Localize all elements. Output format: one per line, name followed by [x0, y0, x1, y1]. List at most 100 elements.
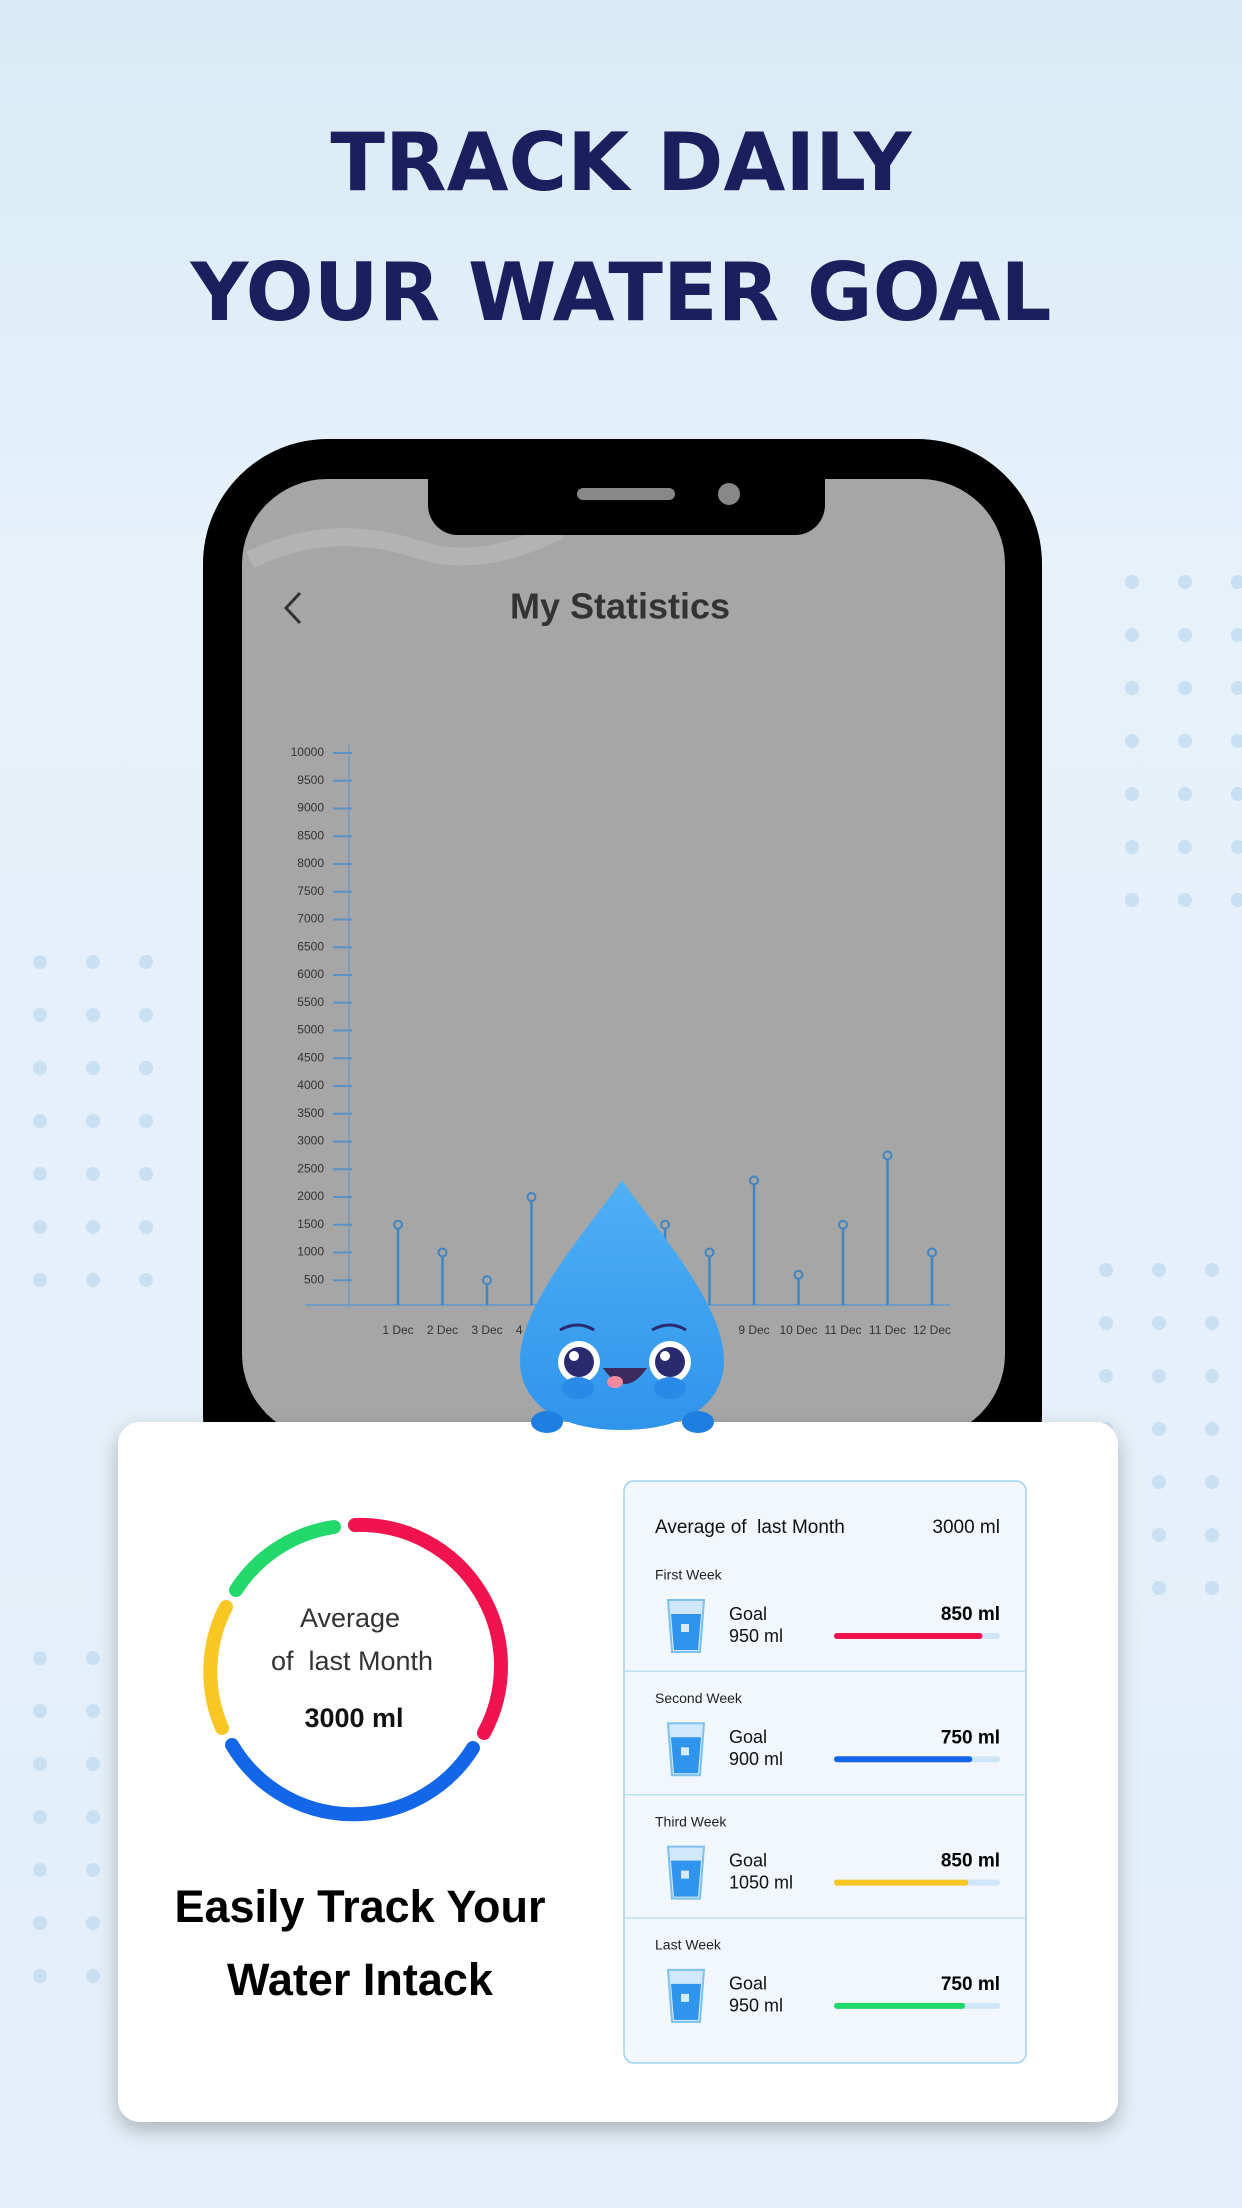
week-value: 850 ml — [941, 1604, 1000, 1625]
y-tick-label: 9000 — [297, 801, 324, 815]
headline: TRACK DAILY — [330, 116, 912, 209]
dot — [1178, 893, 1192, 907]
dot — [33, 1810, 47, 1824]
stem-head — [482, 1275, 492, 1286]
dot — [1099, 1316, 1113, 1330]
y-tick-label: 4500 — [297, 1050, 324, 1064]
stem-head — [660, 1219, 670, 1230]
goal-value: 950 ml — [729, 1996, 783, 2016]
dot — [1125, 681, 1139, 695]
stem-head — [393, 1219, 403, 1230]
dot — [1231, 840, 1242, 854]
stem-head — [793, 1269, 804, 1280]
dot — [86, 1757, 100, 1771]
dot — [33, 1757, 47, 1771]
dot — [1099, 1263, 1113, 1277]
dot — [1152, 1369, 1166, 1383]
ring-label: of last Month — [271, 1646, 433, 1676]
speaker — [577, 488, 675, 500]
week-title: First Week — [655, 1567, 723, 1583]
panel-header-value: 3000 ml — [932, 1517, 1000, 1538]
stem-head — [704, 1247, 715, 1258]
week-title: Third Week — [655, 1813, 727, 1829]
dot — [139, 1114, 153, 1128]
dot — [33, 1969, 47, 1983]
dot — [1231, 734, 1242, 748]
y-tick-label: 9500 — [297, 773, 324, 787]
dot — [33, 1008, 47, 1022]
x-tick-label: 2 Dec — [427, 1323, 458, 1337]
dot — [1178, 628, 1192, 642]
y-tick-label: 5500 — [297, 995, 324, 1009]
progress-bar — [834, 1879, 969, 1886]
progress-bar — [834, 1756, 973, 1763]
dot — [1152, 1422, 1166, 1436]
dot — [33, 1114, 47, 1128]
tagline: Easily Track Your — [174, 1881, 545, 1932]
dot — [1152, 1316, 1166, 1330]
goal-label: Goal — [729, 1850, 767, 1870]
stem-head — [437, 1247, 448, 1258]
dot — [139, 1008, 153, 1022]
x-tick-label: 12 Dec — [913, 1323, 951, 1337]
y-tick-label: 1500 — [297, 1217, 324, 1231]
stem-head — [882, 1150, 893, 1161]
dot — [1152, 1263, 1166, 1277]
screen-title: My Statistics — [510, 586, 730, 627]
dot — [33, 1651, 47, 1665]
dot — [86, 1220, 100, 1234]
dot — [1125, 893, 1139, 907]
dot — [139, 1273, 153, 1287]
dot — [33, 1863, 47, 1877]
dot — [86, 1008, 100, 1022]
dot — [86, 1273, 100, 1287]
dot — [1178, 681, 1192, 695]
dot — [33, 1273, 47, 1287]
dot — [1205, 1528, 1219, 1542]
dot — [86, 1863, 100, 1877]
dot — [33, 1916, 47, 1930]
dot — [1231, 893, 1242, 907]
dot — [139, 1167, 153, 1181]
dot — [86, 1969, 100, 1983]
dot — [1231, 575, 1242, 589]
y-tick-label: 7500 — [297, 884, 324, 898]
y-tick-label: 5000 — [297, 1023, 324, 1037]
dot — [1205, 1316, 1219, 1330]
y-tick-label: 4000 — [297, 1078, 324, 1092]
dot — [86, 1167, 100, 1181]
dot — [1231, 628, 1242, 642]
dot — [1178, 734, 1192, 748]
dot — [1125, 787, 1139, 801]
x-tick-label: 10 Dec — [779, 1323, 817, 1337]
progress-bar — [834, 2002, 966, 2009]
dot — [1125, 575, 1139, 589]
stem-head — [927, 1247, 937, 1258]
dot — [86, 955, 100, 969]
dot — [1099, 1369, 1113, 1383]
tagline: Water Intack — [227, 1954, 494, 2005]
back-button[interactable] — [283, 591, 302, 625]
glass-ice — [681, 1870, 689, 1879]
y-tick-label: 3000 — [297, 1134, 324, 1148]
ring-label: Average — [300, 1603, 400, 1633]
camera — [718, 483, 740, 505]
dot — [1152, 1475, 1166, 1489]
y-tick-label: 6000 — [297, 967, 324, 981]
glass-ice — [681, 1993, 689, 2002]
dot — [86, 1704, 100, 1718]
dot — [86, 1810, 100, 1824]
dot — [86, 1916, 100, 1930]
y-tick-label: 3500 — [297, 1106, 324, 1120]
ring-value: 3000 ml — [304, 1703, 403, 1733]
y-tick-label: 8000 — [297, 856, 324, 870]
panel-header: Average of last Month — [655, 1517, 845, 1538]
dot — [33, 1061, 47, 1075]
y-tick-label: 7000 — [297, 912, 324, 926]
dot — [1205, 1369, 1219, 1383]
y-tick-label: 6500 — [297, 939, 324, 953]
headline: YOUR WATER GOAL — [190, 246, 1052, 339]
dot — [1178, 575, 1192, 589]
dot — [1231, 787, 1242, 801]
dot — [86, 1651, 100, 1665]
